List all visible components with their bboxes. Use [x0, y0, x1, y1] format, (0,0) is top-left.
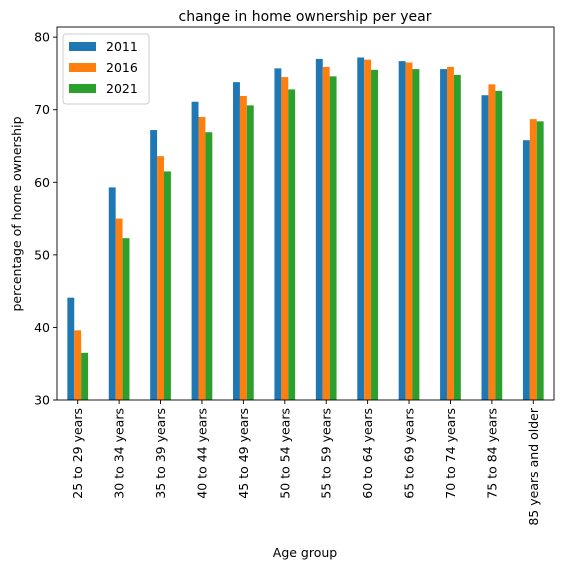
bar-2021-8 [371, 69, 378, 400]
bar-2011-7 [315, 58, 323, 401]
bar-2011-5 [233, 82, 240, 401]
legend-label-2021: 2021 [106, 81, 138, 96]
bar-2011-4 [191, 101, 199, 400]
bar-2011-2 [108, 187, 116, 400]
bar-2021-6 [288, 89, 296, 400]
legend-swatch-2021 [69, 84, 96, 93]
x-axis-label: Age group [273, 545, 338, 560]
x-tick-label: 75 to 84 years [484, 408, 499, 499]
y-tick-label: 70 [34, 102, 50, 117]
bars-group [67, 57, 544, 401]
plot-frame [56, 26, 555, 401]
legend-swatch-2011 [69, 42, 96, 51]
bar-2011-10 [440, 69, 447, 400]
bar-2011-9 [398, 61, 406, 401]
y-tick-label: 60 [34, 175, 50, 190]
bar-2016-6 [281, 77, 289, 400]
x-tick-label: 35 to 39 years [153, 408, 168, 499]
x-tick-label: 65 to 69 years [402, 408, 417, 499]
y-axis-label: percentage of home ownership [9, 116, 24, 311]
legend-label-2011: 2011 [106, 39, 138, 54]
bar-2016-9 [405, 62, 413, 401]
bar-2016-5 [239, 95, 247, 400]
bar-2021-12 [536, 121, 544, 400]
bar-2011-12 [522, 140, 530, 400]
legend: 2011 2016 2021 [62, 33, 150, 105]
bar-2011-8 [357, 57, 365, 400]
bar-2016-1 [74, 330, 82, 400]
bar-2021-3 [163, 171, 171, 400]
x-tick-label: 85 years and older [526, 407, 541, 525]
bar-2021-5 [246, 105, 254, 401]
bar-2021-9 [412, 69, 420, 400]
legend-label-2016: 2016 [106, 60, 138, 75]
x-tick-label: 55 to 59 years [319, 408, 334, 499]
x-tick-label: 50 to 54 years [277, 408, 292, 499]
bar-2016-2 [115, 218, 123, 400]
x-tick-label: 45 to 49 years [236, 408, 251, 499]
bar-2021-11 [495, 90, 503, 401]
bar-2016-7 [322, 66, 330, 400]
bar-2016-8 [364, 59, 372, 400]
y-tick-label: 30 [34, 393, 50, 408]
bar-2016-12 [529, 119, 537, 400]
bar-2011-3 [150, 130, 158, 401]
x-tick-label: 70 to 74 years [443, 408, 458, 499]
y-tick-label: 50 [34, 247, 50, 262]
x-tick-label: 30 to 34 years [112, 408, 127, 499]
x-axis: 25 to 29 years 30 to 34 years 35 to 39 yea… [70, 400, 541, 526]
bar-2016-3 [157, 156, 164, 400]
y-axis: 30 40 50 60 70 80 [34, 30, 57, 408]
bar-2021-4 [205, 132, 213, 400]
bar-2016-10 [447, 66, 454, 400]
x-tick-label: 25 to 29 years [70, 408, 85, 499]
y-tick-label: 40 [34, 320, 50, 335]
bar-2021-7 [329, 76, 337, 400]
bar-2021-2 [122, 238, 130, 400]
y-tick-label: 80 [34, 30, 50, 45]
bar-2016-11 [488, 84, 496, 400]
chart-title: change in home ownership per year [179, 9, 432, 25]
bar-2021-1 [81, 352, 89, 400]
bar-2011-11 [481, 95, 489, 401]
x-tick-label: 40 to 44 years [194, 408, 209, 499]
x-tick-label: 60 to 64 years [360, 408, 375, 499]
bar-2011-1 [67, 297, 75, 400]
bar-2016-4 [198, 116, 206, 400]
bar-2021-10 [453, 74, 461, 400]
bar-2011-6 [274, 68, 282, 401]
legend-swatch-2016 [69, 63, 96, 72]
